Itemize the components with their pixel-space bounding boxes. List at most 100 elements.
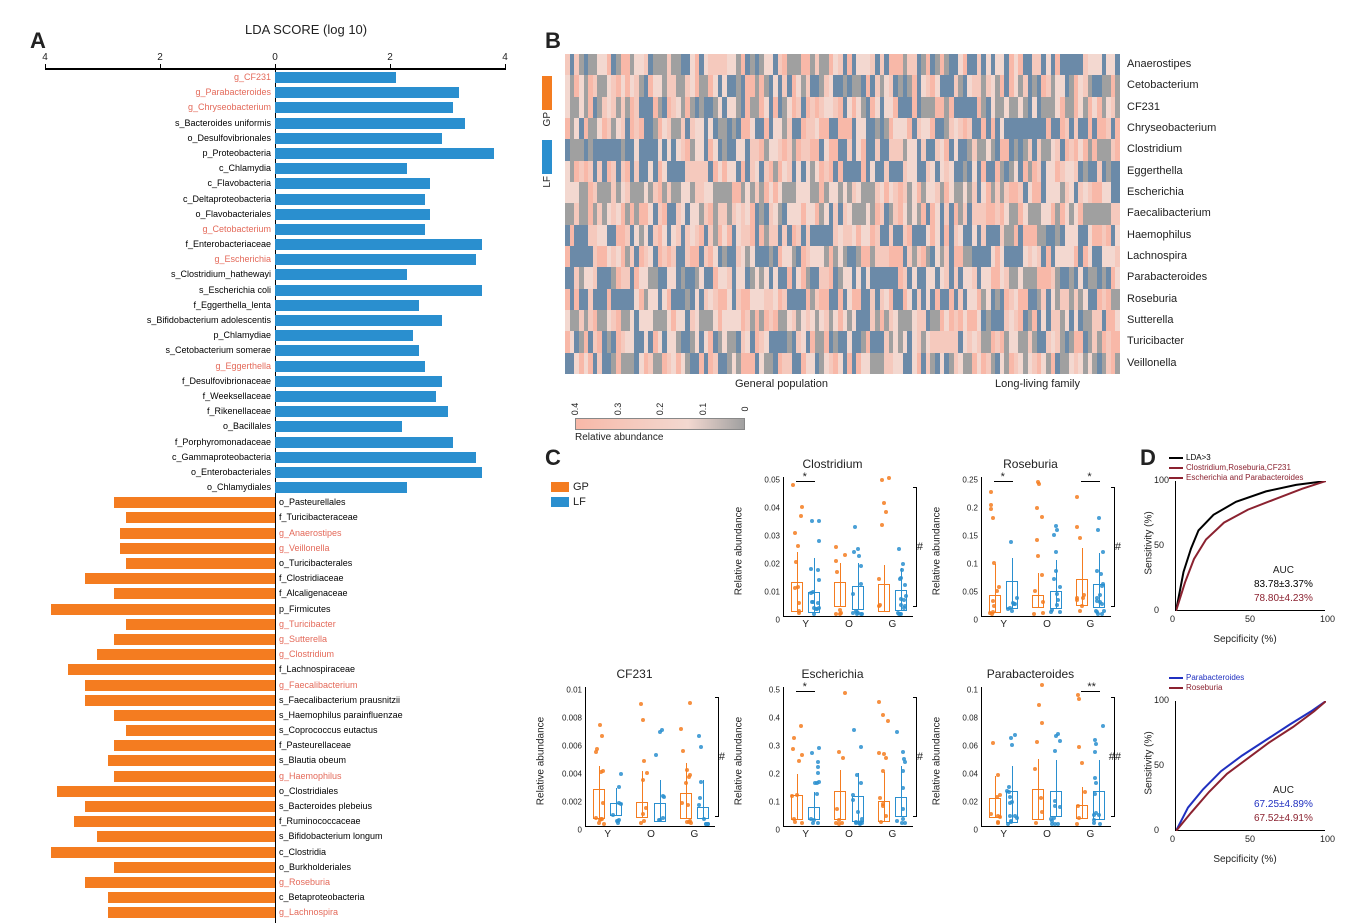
lda-label: s_Blautia obeum bbox=[279, 755, 346, 765]
xtick: Y bbox=[604, 829, 611, 840]
xtick: G bbox=[1086, 829, 1094, 840]
heatmap-row bbox=[565, 353, 1120, 374]
lda-row: f_Rikenellaceae bbox=[35, 404, 515, 419]
ytick: 0.02 bbox=[954, 798, 978, 807]
scatterbox-plot: 00.10.20.30.40.5YOG*# bbox=[783, 687, 913, 827]
lda-row: c_Betaproteobacteria bbox=[35, 890, 515, 905]
lda-label: f_Eggerthella_lenta bbox=[193, 300, 271, 310]
lda-title: LDA SCORE (log 10) bbox=[245, 22, 367, 37]
roc-xtick: 0 bbox=[1170, 834, 1175, 844]
ytick: 0.3 bbox=[756, 742, 780, 751]
lda-bar bbox=[85, 801, 275, 812]
heatmap-row-label: Sutterella bbox=[1127, 310, 1216, 331]
lda-bar bbox=[275, 376, 442, 387]
lda-row: c_Gammaproteobacteria bbox=[35, 450, 515, 465]
lda-row: p_Firmicutes bbox=[35, 602, 515, 617]
lda-bar bbox=[97, 649, 275, 660]
lda-bar bbox=[275, 361, 425, 372]
ytick: 0.1 bbox=[954, 560, 978, 569]
panel-b: AnaerostipesCetobacteriumCF231Chryseobac… bbox=[565, 48, 1335, 438]
xtick: O bbox=[845, 829, 853, 840]
ytick: 0.1 bbox=[954, 686, 978, 695]
colorbar-tick: 0.3 bbox=[613, 403, 623, 416]
lda-bar bbox=[108, 755, 275, 766]
lda-bar bbox=[275, 254, 476, 265]
roc-ytick: 50 bbox=[1154, 760, 1164, 770]
lda-row: g_Roseburia bbox=[35, 875, 515, 890]
lda-bar bbox=[275, 467, 482, 478]
lda-label: s_Haemophilus parainfluenzae bbox=[279, 710, 403, 720]
lda-row: f_Desulfovibrionaceae bbox=[35, 374, 515, 389]
lda-label: c_Flavobacteria bbox=[207, 178, 271, 188]
ytick: 0.02 bbox=[756, 560, 780, 569]
heatmap-row-label: Escherichia bbox=[1127, 182, 1216, 203]
lda-label: o_Enterobacteriales bbox=[191, 467, 271, 477]
lda-label: o_Flavobacteriales bbox=[195, 209, 271, 219]
roc-xtick: 100 bbox=[1320, 834, 1335, 844]
xtick: Y bbox=[1000, 619, 1007, 630]
heatmap-row-label: Parabacteroides bbox=[1127, 267, 1216, 288]
heatmap-row bbox=[565, 331, 1120, 352]
scatterbox-plot: 00.0020.0040.0060.0080.01YOG# bbox=[585, 687, 715, 827]
ytick: 0 bbox=[954, 616, 978, 625]
scatterbox-ylabel: Relative abundance bbox=[932, 507, 943, 595]
heatmap-row bbox=[565, 267, 1120, 288]
lda-row: g_Clostridium bbox=[35, 647, 515, 662]
heatmap-row bbox=[565, 97, 1120, 118]
lda-label: g_Roseburia bbox=[279, 877, 330, 887]
heatmap-row-label: CF231 bbox=[1127, 97, 1216, 118]
lda-bar bbox=[275, 178, 430, 189]
lda-row: s_Bacteroides uniformis bbox=[35, 116, 515, 131]
lda-row: s_Clostridium_hathewayi bbox=[35, 267, 515, 282]
scatterbox: EscherichiaRelative abundance00.10.20.30… bbox=[745, 671, 920, 851]
ytick: 0.05 bbox=[756, 476, 780, 485]
lda-legend: GPLF bbox=[536, 76, 558, 202]
scatterbox-title: Escherichia bbox=[745, 667, 920, 681]
colorbar-tick: 0.1 bbox=[698, 403, 708, 416]
lda-row: g_Veillonella bbox=[35, 541, 515, 556]
scatterbox: CF231Relative abundance00.0020.0040.0060… bbox=[547, 671, 722, 851]
lda-row: g_Cetobacterium bbox=[35, 222, 515, 237]
lda-label: s_Clostridium_hathewayi bbox=[171, 269, 271, 279]
xtick: Y bbox=[802, 619, 809, 630]
scatterbox-title: Clostridium bbox=[745, 457, 920, 471]
lda-label: f_Porphyromonadaceae bbox=[175, 437, 271, 447]
heatmap-row-label: Faecalibacterium bbox=[1127, 203, 1216, 224]
panel-c: GPLF ClostridiumRelative abundance00.010… bbox=[545, 455, 1135, 885]
heatmap-group-gp: General population bbox=[735, 378, 828, 390]
lda-bar bbox=[126, 725, 276, 736]
colorbar-tick: 0.2 bbox=[655, 403, 665, 416]
lda-label: g_Veillonella bbox=[279, 543, 330, 553]
lda-label: g_Clostridium bbox=[279, 649, 334, 659]
xtick: O bbox=[845, 619, 853, 630]
scatterbox-plot: 00.050.10.150.20.25YOG**# bbox=[981, 477, 1111, 617]
heatmap-row bbox=[565, 225, 1120, 246]
lda-bar bbox=[275, 330, 413, 341]
xtick: G bbox=[888, 829, 896, 840]
heatmap-row bbox=[565, 75, 1120, 96]
roc-xlabel: Sepcificity (%) bbox=[1145, 634, 1345, 645]
lda-bar bbox=[275, 239, 482, 250]
lda-label: o_Clostridiales bbox=[279, 786, 338, 796]
lda-label: o_Desulfovibrionales bbox=[187, 133, 271, 143]
roc-legend: LDA>3Clostridium,Roseburia,CF231Escheric… bbox=[1169, 453, 1303, 483]
lda-row: c_Deltaproteobacteria bbox=[35, 192, 515, 207]
scatterbox: ClostridiumRelative abundance00.010.020.… bbox=[745, 461, 920, 641]
lda-row: g_Faecalibacterium bbox=[35, 678, 515, 693]
lda-row: g_Anaerostipes bbox=[35, 526, 515, 541]
lda-row: f_Eggerthella_lenta bbox=[35, 298, 515, 313]
lda-bar bbox=[114, 771, 275, 782]
roc-plot: 005050100100AUC83.78±3.37%78.80±4.23% bbox=[1175, 481, 1325, 611]
lda-bar bbox=[57, 786, 276, 797]
lda-label: g_Eggerthella bbox=[215, 361, 271, 371]
lda-row: c_Chlamydia bbox=[35, 161, 515, 176]
lda-row: o_Flavobacteriales bbox=[35, 207, 515, 222]
scatterbox: ParabacteroidesRelative abundance00.020.… bbox=[943, 671, 1118, 851]
lda-bar bbox=[126, 512, 276, 523]
lda-label: o_Pasteurellales bbox=[279, 497, 346, 507]
heatmap-row bbox=[565, 310, 1120, 331]
heatmap-row bbox=[565, 289, 1120, 310]
lda-label: f_Turicibacteraceae bbox=[279, 512, 358, 522]
lda-row: f_Enterobacteriaceae bbox=[35, 237, 515, 252]
lda-bar bbox=[85, 695, 275, 706]
